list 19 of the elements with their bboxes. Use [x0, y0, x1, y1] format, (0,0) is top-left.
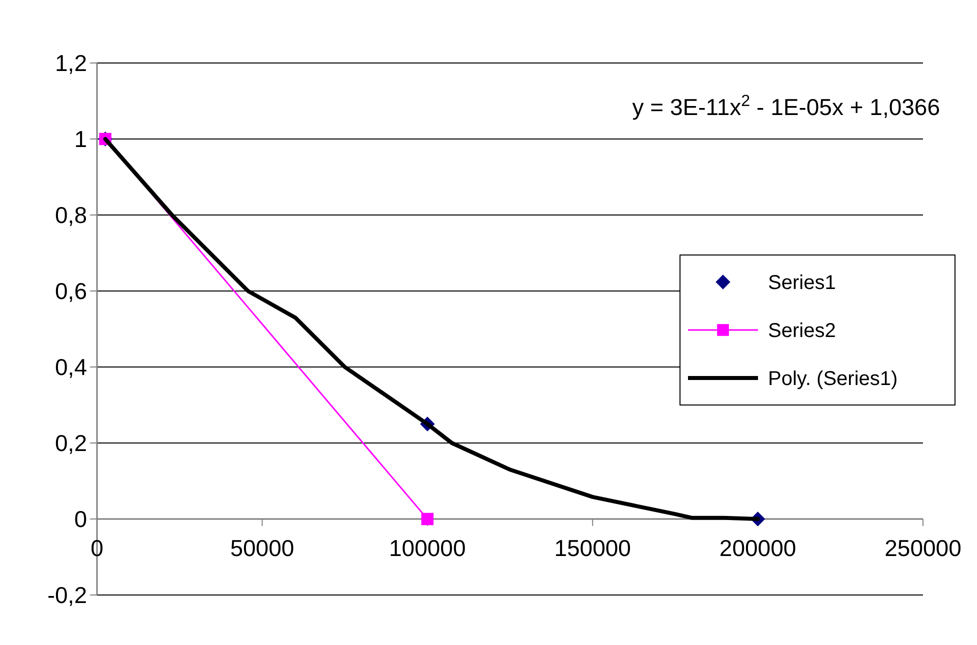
y-tick-label: 0: [74, 506, 87, 532]
legend-label: Series1: [768, 272, 836, 294]
x-tick-label: 100000: [389, 535, 466, 561]
y-tick-label: -0,2: [47, 582, 87, 608]
y-tick-label: 0,8: [55, 202, 87, 228]
x-tick-label: 0: [90, 535, 104, 561]
legend-label: Series2: [768, 320, 836, 342]
x-tick-label: 250000: [884, 535, 962, 561]
annotation: y = 3E-11x$^{2}$ - 1E-05x + 1,0366: [632, 92, 940, 120]
x-tick-label: 200000: [719, 535, 796, 561]
y-tick-label: 0,6: [55, 278, 87, 304]
x-tick-label: 50000: [230, 535, 294, 561]
x-tick-label: 150000: [554, 535, 631, 561]
y-tick-label: 0,2: [55, 430, 87, 456]
y-tick-label: 1,2: [55, 50, 87, 76]
y-tick-label: 1: [74, 126, 87, 152]
y-tick-label: 0,4: [55, 354, 88, 380]
legend-label: Poly. (Series1): [768, 368, 898, 390]
point: [421, 512, 434, 526]
